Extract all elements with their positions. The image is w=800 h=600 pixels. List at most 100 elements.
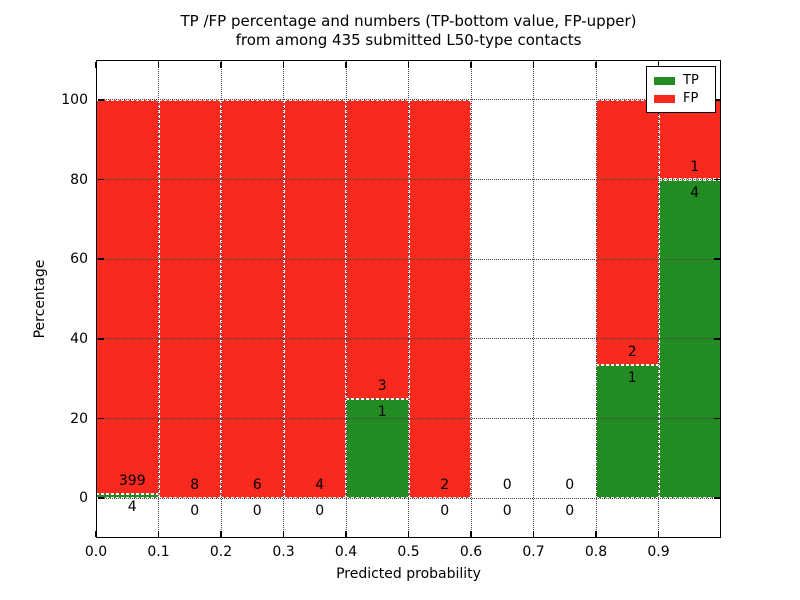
grid-line-horizontal (96, 418, 721, 419)
fp-count-label: 2 (440, 477, 450, 494)
fp-count-label: 1 (690, 158, 700, 175)
y-tick-mark-left (97, 338, 104, 340)
chart-title-line-2: from among 435 submitted L50-type contac… (235, 31, 582, 49)
grid-line-vertical (533, 60, 534, 538)
tp-count-label: 0 (190, 503, 200, 520)
fp-count-label: 4 (315, 477, 325, 494)
y-tick-mark-left (97, 417, 104, 420)
x-tick-mark-bottom (95, 530, 97, 537)
y-tick-mark-right (713, 178, 720, 181)
x-tick-label: 0.9 (647, 544, 670, 560)
x-tick-mark-bottom (220, 530, 222, 537)
grid-line-vertical (95, 60, 97, 538)
tp-count-label: 0 (252, 503, 262, 520)
x-tick-label: 0.7 (522, 544, 545, 560)
x-tick-mark-top (470, 61, 472, 68)
x-tick-mark-bottom (345, 530, 347, 537)
x-tick-label: 0.1 (147, 544, 170, 560)
x-tick-mark-top (532, 61, 535, 68)
x-tick-label: 0.2 (209, 544, 233, 560)
grid-line-vertical (595, 60, 597, 538)
bar-segment-fp (96, 99, 159, 495)
fp-count-label: 8 (190, 477, 200, 494)
fp-count-label: 399 (118, 473, 146, 490)
x-tick-label: 0.6 (459, 544, 483, 560)
chart-title-line-1: TP /FP percentage and numbers (TP-bottom… (180, 12, 637, 30)
y-tick-mark-left (97, 258, 104, 260)
bar-segment-fp (346, 99, 409, 399)
grid-line-horizontal (96, 338, 721, 340)
grid-line-horizontal (96, 99, 721, 101)
legend-item-tp: TP (654, 74, 715, 87)
fp-count-label: 0 (565, 477, 575, 494)
y-tick-mark-left (97, 497, 104, 499)
x-tick-mark-top (282, 61, 285, 68)
grid-line-vertical (283, 60, 284, 538)
y-tick-label: 40 (70, 330, 88, 347)
legend-swatch-tp (654, 76, 675, 85)
tp-count-label: 0 (565, 503, 575, 520)
fp-count-label: 0 (502, 477, 512, 494)
x-tick-label: 0.4 (334, 544, 358, 560)
x-tick-label: 0.0 (84, 544, 108, 560)
x-tick-mark-top (157, 61, 160, 68)
grid-line-vertical (345, 60, 347, 538)
y-tick-label: 60 (70, 251, 88, 268)
y-tick-label: 0 (79, 490, 88, 507)
x-tick-mark-top (95, 61, 97, 68)
grid-line-vertical (158, 60, 159, 538)
grid-line-horizontal (96, 258, 721, 260)
y-tick-label: 20 (70, 410, 88, 427)
x-tick-mark-top (345, 61, 347, 68)
legend-item-fp: FP (654, 92, 715, 105)
legend: TP FP (646, 66, 716, 113)
legend-label-tp: TP (683, 73, 699, 88)
y-tick-label: 100 (61, 91, 88, 108)
chart-title: TP /FP percentage and numbers (TP-bottom… (96, 12, 721, 50)
x-tick-mark-bottom (157, 530, 160, 537)
y-tick-mark-right (713, 497, 720, 499)
bar-segment-fp (283, 99, 346, 499)
tp-count-label: 4 (127, 499, 137, 516)
x-tick-mark-top (657, 61, 660, 68)
grid-line-vertical (470, 60, 472, 538)
y-tick-label: 80 (70, 171, 88, 188)
fp-count-label: 6 (252, 477, 262, 494)
tp-count-label: 0 (440, 503, 450, 520)
tp-count-label: 1 (627, 370, 637, 387)
y-tick-mark-right (713, 258, 720, 260)
legend-label-fp: FP (683, 91, 699, 106)
grid-line-vertical (408, 60, 409, 538)
grid-line-vertical (658, 60, 659, 538)
grid-line-horizontal (96, 179, 721, 180)
x-tick-label: 0.8 (584, 544, 608, 560)
bar-segment-fp (408, 99, 471, 499)
x-tick-mark-top (595, 61, 597, 68)
x-tick-mark-bottom (407, 530, 410, 537)
y-tick-mark-right (713, 338, 720, 340)
y-tick-mark-left (97, 99, 104, 101)
grid-line-vertical (220, 60, 222, 538)
x-axis-label: Predicted probability (336, 566, 481, 582)
x-tick-mark-bottom (657, 530, 660, 537)
y-tick-mark-left (97, 178, 104, 181)
grid-line-horizontal (96, 497, 721, 499)
bar-segment-fp (158, 99, 221, 499)
x-tick-mark-top (407, 61, 410, 68)
x-tick-mark-bottom (470, 530, 472, 537)
x-tick-label: 0.3 (272, 544, 295, 560)
fp-count-label: 2 (627, 344, 637, 361)
bar-segment-fp (596, 99, 659, 366)
legend-swatch-fp (654, 94, 675, 103)
tp-count-label: 0 (315, 503, 325, 520)
y-tick-mark-right (713, 99, 720, 101)
tp-count-label: 0 (502, 503, 512, 520)
fp-count-label: 3 (377, 377, 387, 394)
bar-segment-fp (221, 99, 284, 499)
tp-count-label: 4 (690, 184, 700, 201)
x-tick-mark-bottom (595, 530, 597, 537)
x-tick-mark-bottom (282, 530, 285, 537)
x-tick-label: 0.5 (397, 544, 420, 560)
y-tick-mark-right (713, 417, 720, 420)
